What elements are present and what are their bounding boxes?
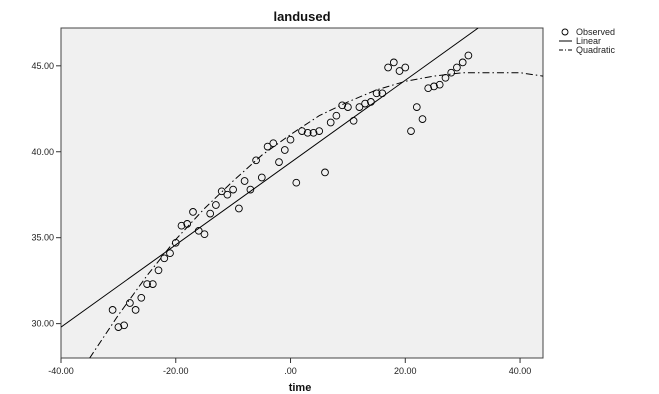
- data-point: [435, 80, 444, 89]
- x-axis-title: time: [289, 382, 312, 394]
- data-point: [246, 185, 255, 194]
- data-point: [206, 209, 215, 218]
- data-point: [200, 230, 209, 239]
- data-point: [395, 67, 404, 75]
- data-point: [286, 135, 295, 144]
- data-point: [126, 299, 134, 307]
- series-line-linear: [61, 28, 479, 328]
- plot-area: [60, 27, 544, 359]
- data-point: [212, 201, 220, 209]
- data-point: [120, 321, 128, 330]
- data-point: [183, 220, 192, 228]
- data-point: [298, 127, 306, 135]
- x-tick-label: -20.00: [163, 366, 189, 376]
- data-point: [355, 103, 364, 111]
- data-point: [166, 249, 174, 258]
- data-point: [309, 128, 318, 137]
- data-point: [384, 63, 392, 72]
- series-line-quadratic: [89, 72, 543, 358]
- data-point: [326, 118, 335, 127]
- data-point: [252, 156, 260, 165]
- data-point: [441, 73, 450, 82]
- data-point: [235, 204, 243, 213]
- plot-content: [61, 28, 543, 358]
- data-point: [108, 306, 117, 314]
- data-point: [217, 187, 226, 196]
- data-point: [257, 173, 266, 182]
- legend-marker-observed: [561, 28, 569, 36]
- data-point: [344, 103, 352, 111]
- data-point: [154, 266, 163, 275]
- data-point: [292, 178, 301, 187]
- data-point: [263, 142, 272, 151]
- data-point: [280, 146, 289, 154]
- x-tick-label: -40.00: [48, 366, 74, 376]
- data-point: [131, 306, 140, 314]
- y-tick-label: 40.00: [31, 147, 54, 157]
- legend-label-quadratic: Quadratic: [576, 45, 616, 55]
- data-point: [430, 82, 438, 91]
- chart-title: landused: [273, 9, 330, 24]
- data-point: [148, 280, 157, 288]
- data-point: [275, 158, 283, 166]
- data-point: [143, 280, 151, 288]
- data-point: [194, 226, 203, 235]
- data-point: [223, 190, 232, 199]
- data-point: [418, 115, 427, 123]
- data-point: [464, 51, 473, 60]
- data-point: [177, 221, 186, 230]
- data-point: [269, 139, 278, 148]
- data-point: [303, 128, 312, 137]
- data-point: [453, 63, 461, 72]
- data-point: [229, 185, 237, 194]
- legend-label-observed: Observed: [576, 27, 615, 37]
- y-tick-label: 35.00: [31, 233, 54, 243]
- data-point: [458, 58, 467, 67]
- data-point: [407, 127, 415, 135]
- data-point: [332, 111, 341, 120]
- data-point: [378, 89, 387, 98]
- data-point: [389, 58, 398, 67]
- data-point: [321, 168, 329, 177]
- legend-label-linear: Linear: [576, 36, 601, 46]
- data-point: [160, 254, 169, 263]
- data-point: [114, 323, 123, 331]
- data-point: [447, 68, 456, 77]
- data-point: [189, 208, 197, 216]
- data-point: [338, 101, 347, 110]
- data-point: [412, 103, 421, 111]
- y-tick-label: 45.00: [31, 61, 54, 71]
- y-tick-label: 30.00: [31, 319, 54, 329]
- data-point: [401, 63, 410, 72]
- x-tick-label: 20.00: [394, 366, 417, 376]
- data-point: [349, 116, 358, 125]
- data-point: [367, 98, 375, 106]
- x-tick-label: 40.00: [509, 366, 532, 376]
- data-point: [372, 89, 381, 98]
- axes: -40.00 -20.00 .00 20.00 40.00 30.00 35.00 40.00…: [31, 61, 531, 376]
- data-point: [240, 177, 249, 185]
- data-point: [361, 99, 369, 108]
- x-tick-label: .00: [284, 366, 297, 376]
- data-point: [137, 293, 146, 302]
- data-point: [424, 84, 433, 93]
- data-point: [315, 127, 324, 135]
- data-point: [171, 238, 180, 247]
